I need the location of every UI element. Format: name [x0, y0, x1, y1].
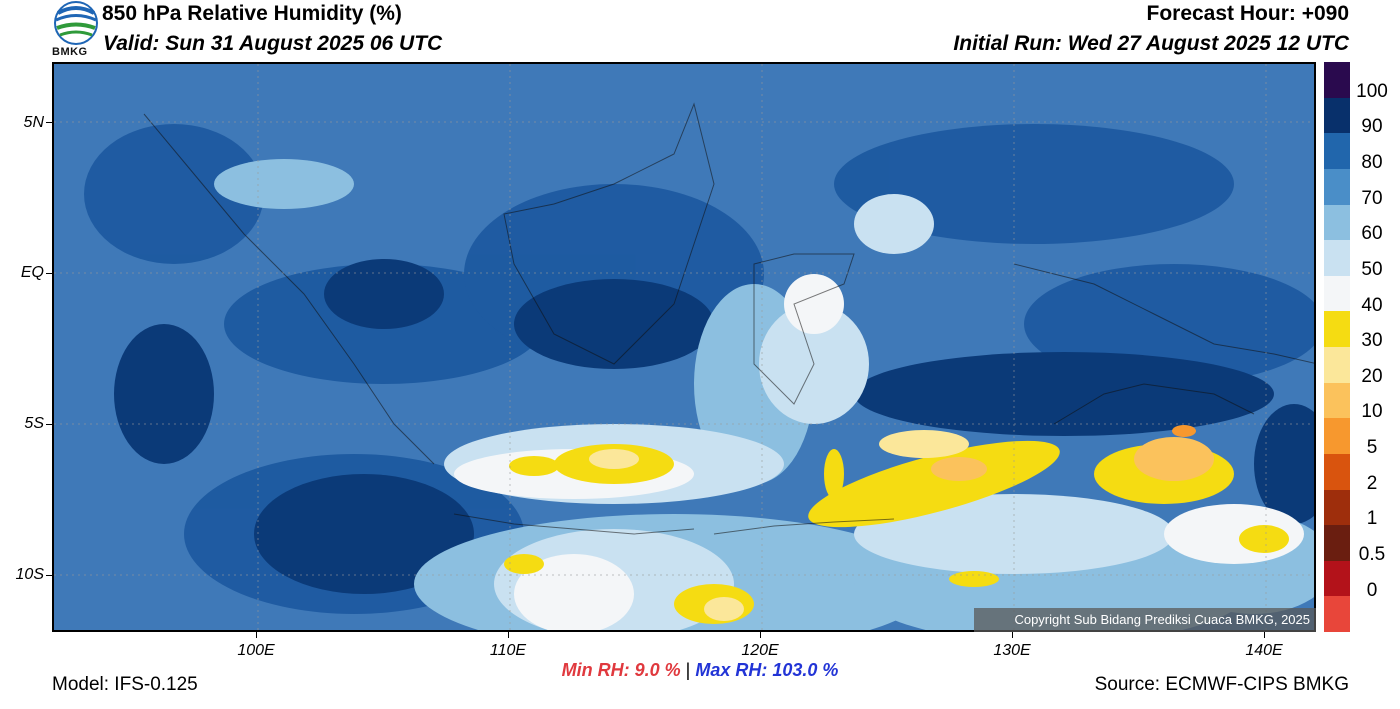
- colorbar-label: 70: [1361, 187, 1383, 209]
- max-rh: Max RH: 103.0 %: [695, 660, 839, 680]
- colorbar: [1324, 62, 1350, 633]
- colorbar-label: 80: [1361, 152, 1383, 174]
- lat-tick: [46, 424, 52, 425]
- source-label: Source: ECMWF-CIPS BMKG: [1094, 674, 1349, 695]
- logo-label: BMKG: [52, 46, 88, 58]
- forecast-hour: Forecast Hour: +090: [1146, 2, 1350, 25]
- min-rh: Min RH: 9.0 %: [561, 660, 681, 680]
- colorbar-label: 40: [1361, 294, 1383, 316]
- colorbar-label: 30: [1361, 330, 1383, 352]
- colorbar-segment: [1324, 382, 1350, 419]
- colorbar-label: 5: [1366, 437, 1378, 459]
- model-label: Model: IFS-0.125: [52, 674, 198, 695]
- humidity-map: [52, 62, 1316, 632]
- rh-separator: |: [685, 660, 691, 680]
- colorbar-segment: [1324, 204, 1350, 241]
- lon-label-120e: 120E: [741, 642, 779, 659]
- colorbar-label: 50: [1361, 258, 1383, 280]
- initial-run: Initial Run: Wed 27 August 2025 12 UTC: [953, 32, 1349, 55]
- lon-tick: [508, 632, 509, 638]
- colorbar-label: 60: [1361, 223, 1383, 245]
- colorbar-segment: [1324, 453, 1350, 490]
- colorbar-segment: [1324, 240, 1350, 277]
- colorbar-label: 10: [1361, 401, 1383, 423]
- lat-tick: [46, 273, 52, 274]
- colorbar-label: 100: [1356, 80, 1388, 102]
- lat-label-10s: 10S: [15, 566, 44, 583]
- colorbar-label: 90: [1361, 116, 1383, 138]
- copyright-notice: Copyright Sub Bidang Prediksi Cuaca BMKG…: [974, 608, 1316, 632]
- lon-tick: [1012, 632, 1013, 638]
- colorbar-label: 0: [1366, 579, 1378, 601]
- lon-label-110e: 110E: [489, 642, 527, 659]
- colorbar-segment: [1324, 596, 1350, 633]
- lon-tick: [1264, 632, 1265, 638]
- colorbar-segment: [1324, 62, 1350, 98]
- colorbar-label: 0.5: [1358, 543, 1386, 565]
- valid-time: Valid: Sun 31 August 2025 06 UTC: [103, 32, 443, 55]
- lon-label-130e: 130E: [993, 642, 1031, 659]
- lon-tick: [256, 632, 257, 638]
- colorbar-segment: [1324, 489, 1350, 526]
- colorbar-segment: [1324, 97, 1350, 134]
- lat-tick: [46, 575, 52, 576]
- colorbar-segment: [1324, 311, 1350, 348]
- colorbar-segment: [1324, 275, 1350, 312]
- colorbar-segment: [1324, 347, 1350, 383]
- bmkg-logo-icon: [54, 1, 98, 45]
- colorbar-segment: [1324, 133, 1350, 170]
- lon-label-140e: 140E: [1245, 642, 1283, 659]
- bmkg-logo: [52, 1, 100, 59]
- lat-tick: [46, 122, 52, 123]
- colorbar-segment: [1324, 168, 1350, 205]
- lon-label-100e: 100E: [237, 642, 275, 659]
- rh-extremes: Min RH: 9.0 % | Max RH: 103.0 %: [0, 660, 1400, 681]
- colorbar-label: 1: [1366, 508, 1378, 530]
- colorbar-segment: [1324, 560, 1350, 597]
- lon-tick: [760, 632, 761, 638]
- colorbar-label: 20: [1361, 365, 1383, 387]
- lat-label-5n: 5N: [23, 114, 44, 131]
- chart-title: 850 hPa Relative Humidity (%): [102, 2, 402, 25]
- lat-label-5s: 5S: [24, 415, 44, 432]
- humidity-field: [54, 64, 1314, 630]
- colorbar-label: 2: [1366, 472, 1378, 494]
- lat-label-eq: EQ: [20, 264, 44, 281]
- colorbar-segment: [1324, 418, 1350, 455]
- colorbar-segment: [1324, 525, 1350, 562]
